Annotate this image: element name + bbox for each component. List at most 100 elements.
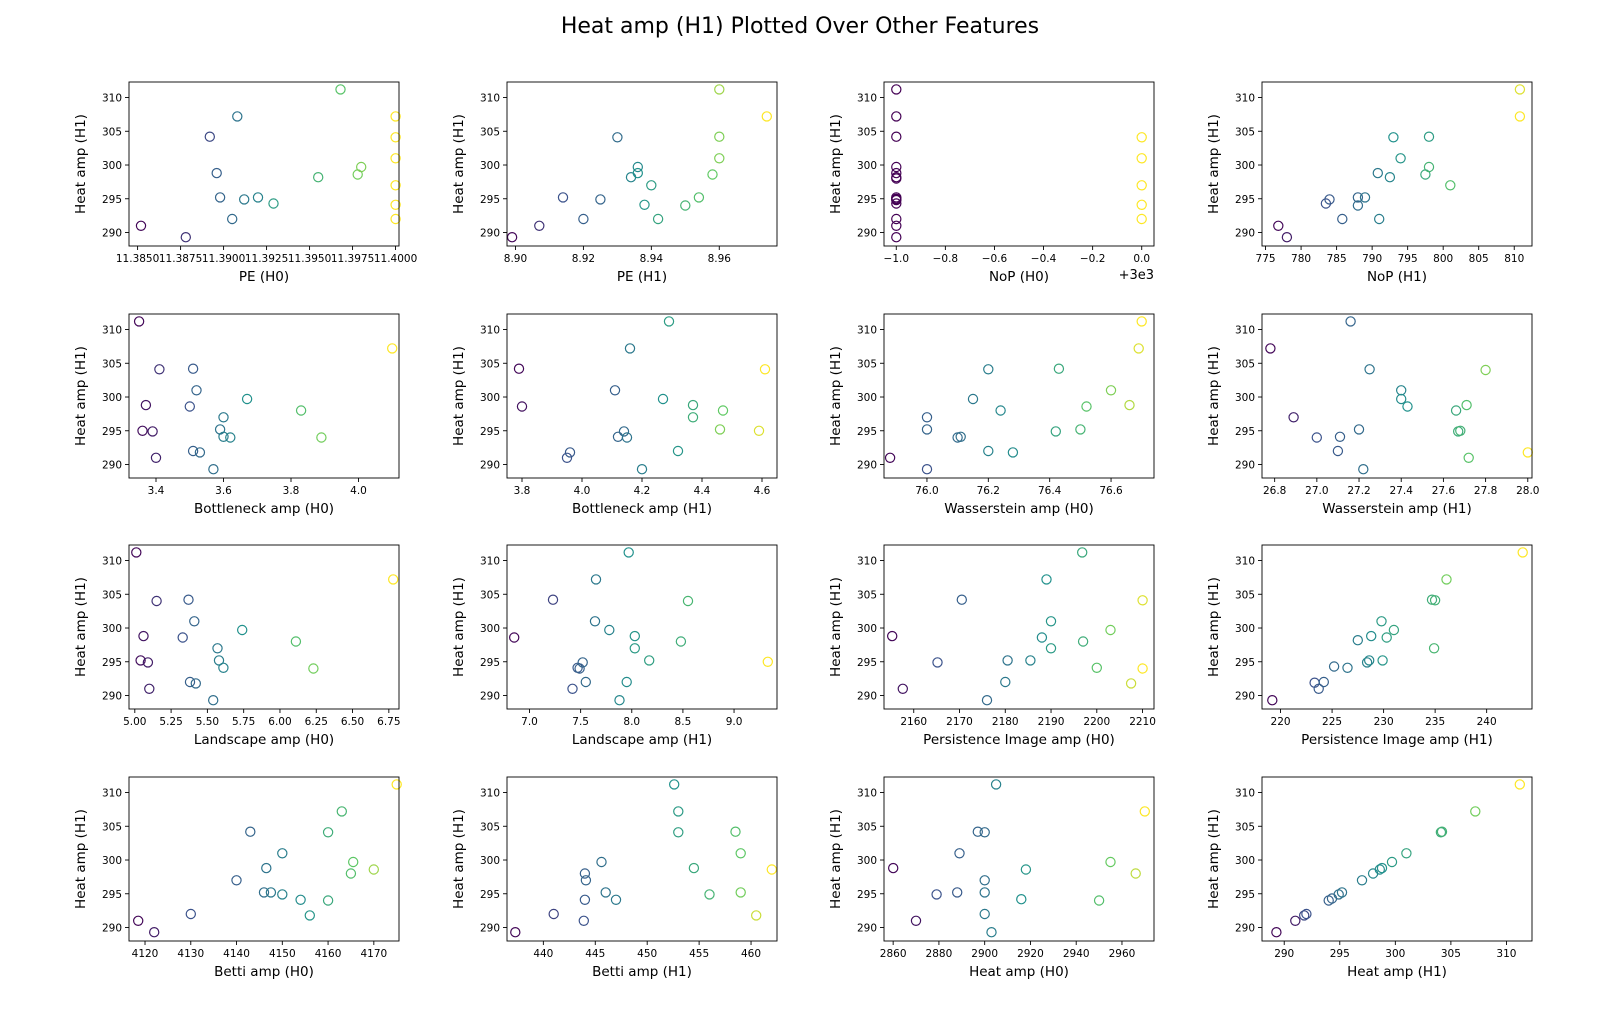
scatter-point bbox=[644, 655, 655, 666]
scatter-point bbox=[368, 864, 379, 875]
scatter-point bbox=[1352, 192, 1364, 203]
y-tick-label: 295 bbox=[102, 889, 122, 901]
x-tick-label: 8.92 bbox=[572, 253, 595, 265]
x-tick-label: 6.75 bbox=[377, 716, 400, 728]
scatter-point bbox=[177, 632, 188, 643]
scatter-point bbox=[1077, 636, 1089, 647]
subplot-9: 5.00 5.25 5.50 5.75 6.00 6.25 6.50 6.75 290 295 30… bbox=[73, 544, 401, 748]
x-tick-label: 790 bbox=[1362, 253, 1382, 265]
scatter-point bbox=[1020, 864, 1032, 875]
scatter-point bbox=[1105, 385, 1117, 396]
scatter-point bbox=[714, 424, 726, 435]
y-tick-label: 295 bbox=[102, 657, 122, 669]
y-tick-label: 290 bbox=[102, 460, 122, 472]
x-tick-label: 11.3875 bbox=[159, 253, 202, 265]
x-tick-label: 0.0 bbox=[1133, 253, 1150, 265]
y-tick-label: 310 bbox=[102, 325, 122, 337]
scatter-point bbox=[1517, 547, 1528, 558]
x-tick-label: 5.50 bbox=[196, 716, 219, 728]
x-tick-label: 2960 bbox=[1109, 948, 1136, 960]
scatter-point bbox=[1514, 111, 1526, 122]
scatter-point bbox=[180, 231, 191, 243]
y-tick-label: 305 bbox=[102, 589, 122, 601]
scatter-point bbox=[761, 111, 773, 122]
scatter-point bbox=[714, 84, 725, 95]
x-tick-label: 7.0 bbox=[521, 716, 538, 728]
x-tick-label: 27.4 bbox=[1390, 485, 1414, 497]
y-tick-label: 295 bbox=[1235, 194, 1255, 206]
scatter-point bbox=[1000, 676, 1011, 688]
scatter-point bbox=[954, 848, 965, 859]
scatter-point bbox=[1461, 399, 1472, 411]
x-axis-label: PE (H1) bbox=[617, 269, 667, 285]
subplot-3: −1.0 −0.8 −0.6 −0.4 −0.2 0.0 290 295 300 305 310 +3… bbox=[828, 81, 1155, 285]
y-tick-label: 290 bbox=[1235, 228, 1255, 240]
scatter-point bbox=[1290, 915, 1301, 927]
scatter-point bbox=[1105, 624, 1116, 636]
scatter-point bbox=[1423, 161, 1435, 173]
x-axis-label: Wasserstein amp (H0) bbox=[944, 501, 1093, 517]
scatter-point bbox=[510, 927, 521, 938]
scatter-point bbox=[1326, 893, 1338, 904]
y-tick-label: 295 bbox=[480, 889, 500, 901]
x-tick-label: 2940 bbox=[1063, 948, 1090, 960]
x-axis-label: Heat amp (H1) bbox=[1347, 964, 1447, 980]
y-tick-label: 310 bbox=[857, 556, 877, 568]
x-tick-label: 5.25 bbox=[159, 716, 182, 728]
y-tick-label: 290 bbox=[857, 460, 877, 472]
scatter-point bbox=[735, 887, 746, 898]
x-tick-label: 2920 bbox=[1017, 948, 1044, 960]
y-tick-label: 295 bbox=[480, 426, 500, 438]
scatter-point bbox=[1288, 412, 1299, 423]
plot-frame bbox=[1261, 776, 1533, 942]
x-tick-label: 11.3950 bbox=[288, 253, 331, 265]
scatter-point bbox=[150, 452, 162, 463]
x-tick-label: 4160 bbox=[315, 948, 342, 960]
plot-frame bbox=[128, 313, 400, 479]
scatter-point bbox=[290, 636, 302, 647]
scatter-point bbox=[1450, 405, 1462, 416]
scatter-point bbox=[1352, 635, 1364, 646]
y-tick-label: 305 bbox=[102, 821, 122, 833]
scatter-point bbox=[759, 364, 771, 375]
scatter-point bbox=[652, 213, 664, 225]
x-tick-label: −0.4 bbox=[1031, 253, 1057, 265]
scatter-point bbox=[509, 632, 520, 643]
y-axis-label: Heat amp (H1) bbox=[451, 809, 467, 909]
x-tick-label: 440 bbox=[533, 948, 553, 960]
x-tick-label: 8.0 bbox=[623, 716, 640, 728]
scatter-point bbox=[232, 111, 243, 122]
y-tick-label: 295 bbox=[480, 194, 500, 206]
scatter-point bbox=[1075, 424, 1086, 435]
scatter-point bbox=[564, 447, 576, 458]
scatter-point bbox=[1401, 848, 1412, 859]
x-axis-label: Bottleneck amp (H0) bbox=[194, 501, 334, 517]
scatter-point bbox=[534, 220, 545, 231]
scatter-point bbox=[1436, 826, 1448, 837]
scatter-point bbox=[921, 424, 933, 435]
scatter-point bbox=[1036, 632, 1048, 643]
y-tick-label: 290 bbox=[102, 228, 122, 240]
plot-frame bbox=[506, 544, 778, 710]
y-tick-label: 295 bbox=[102, 426, 122, 438]
scatter-point bbox=[348, 856, 359, 868]
scatter-point bbox=[516, 401, 528, 412]
scatter-point bbox=[1105, 856, 1116, 868]
x-tick-label: 810 bbox=[1504, 253, 1524, 265]
scatter-point bbox=[621, 676, 632, 688]
figure-title: Heat amp (H1) Plotted Over Other Feature… bbox=[560, 14, 1040, 39]
x-tick-label: 76.0 bbox=[915, 485, 938, 497]
scatter-point bbox=[185, 908, 196, 920]
scatter-point bbox=[548, 908, 559, 920]
scatter-point bbox=[931, 889, 942, 900]
scatter-point bbox=[972, 826, 984, 837]
scatter-point bbox=[1337, 213, 1348, 225]
scatter-point bbox=[983, 445, 994, 457]
x-tick-label: 8.94 bbox=[640, 253, 664, 265]
scatter-point bbox=[1353, 424, 1365, 435]
scatter-point bbox=[1267, 695, 1278, 706]
scatter-point bbox=[1514, 779, 1526, 790]
y-tick-label: 305 bbox=[480, 358, 500, 370]
y-tick-label: 310 bbox=[1235, 325, 1255, 337]
